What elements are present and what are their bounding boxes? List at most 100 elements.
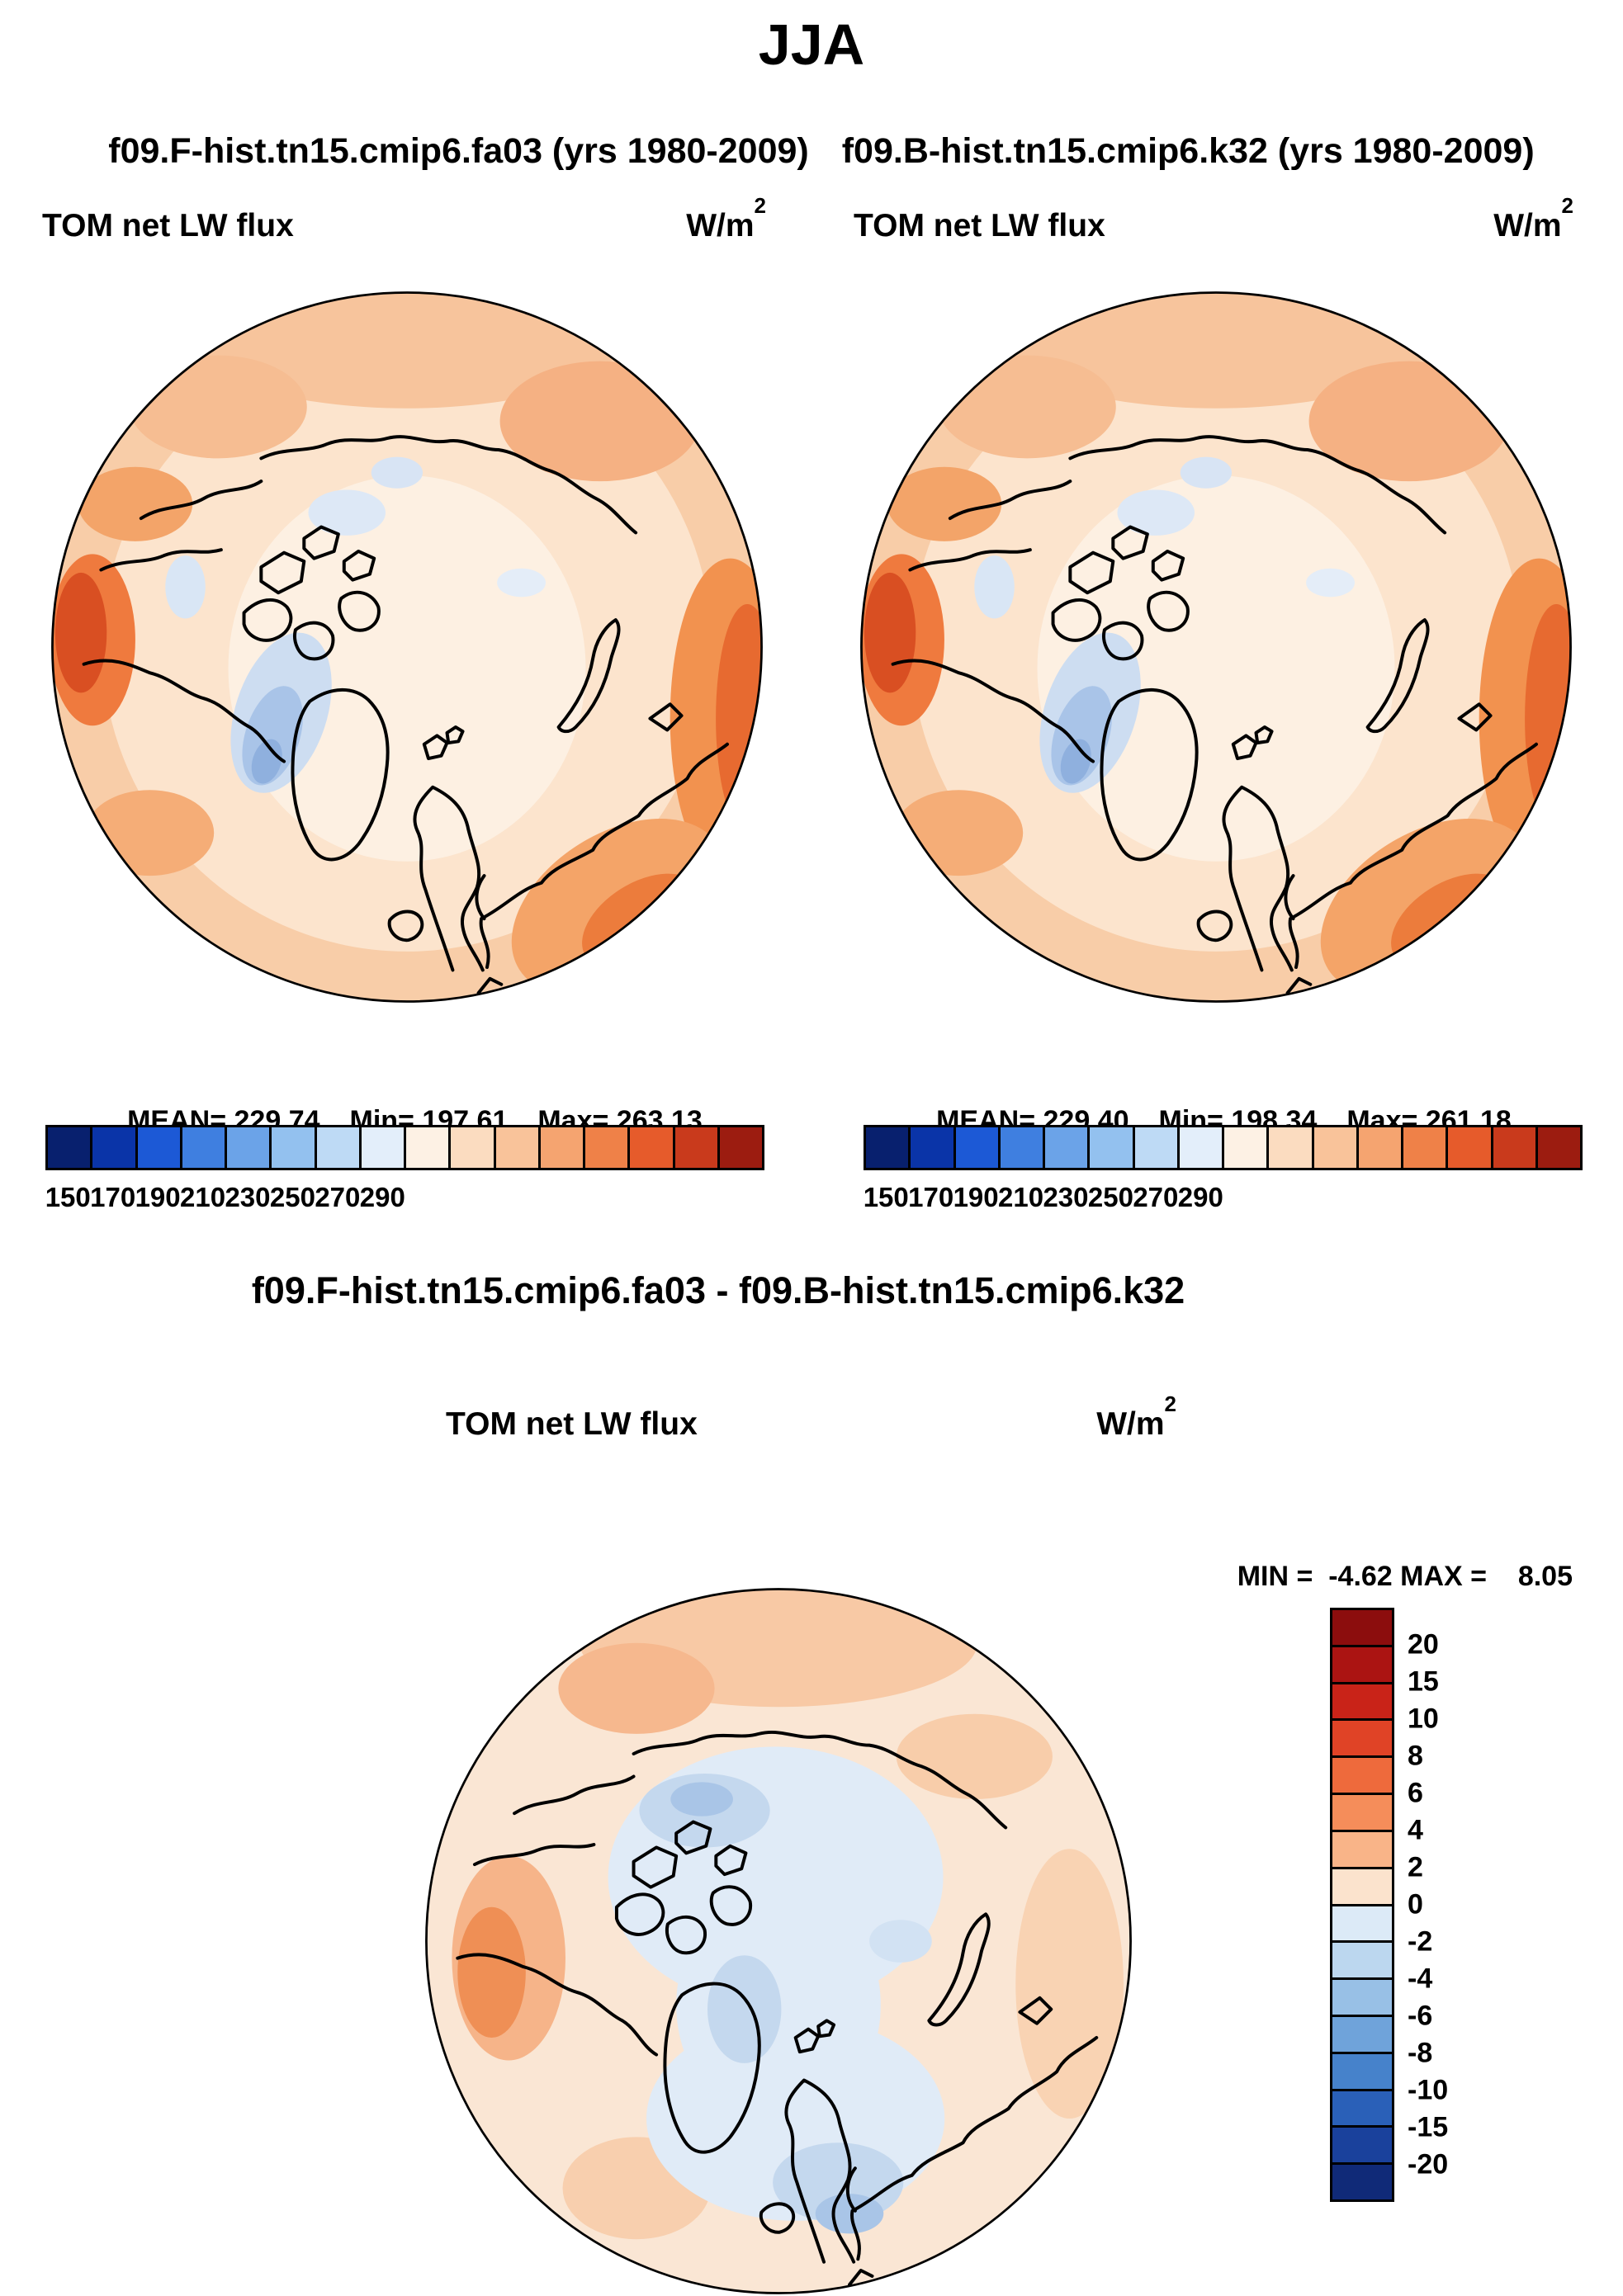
panel-diff-variable-label: TOM net LW flux: [446, 1406, 698, 1442]
colorbar-tick-label: 170: [90, 1182, 136, 1212]
diff-colorbar-cell: [1332, 1610, 1392, 1645]
colorbar-cell: [1266, 1127, 1312, 1168]
colorbar-cell: [135, 1127, 180, 1168]
colorbar-tick-label: 170: [908, 1182, 954, 1212]
diff-colorbar-tick-label: -10: [1408, 2074, 1449, 2106]
map-right-polar-plot: [860, 291, 1572, 1003]
diff-colorbar-tick-label: -4: [1408, 1963, 1433, 1995]
colorbar-cell: [1043, 1127, 1088, 1168]
case-name-left: f09.F-hist.tn15.cmip6.fa03 (yrs 1980-200…: [108, 131, 809, 171]
diff-colorbar-tick-label: 20: [1408, 1628, 1439, 1661]
colorbar-cell: [1490, 1127, 1535, 1168]
colorbar-tick-label: 210: [998, 1182, 1044, 1212]
colorbar-cell: [953, 1127, 998, 1168]
colorbar-cell: [48, 1127, 91, 1168]
diff-colorbar-tick-label: -8: [1408, 2037, 1433, 2069]
diff-colorbar-cell: [1332, 2125, 1392, 2163]
colorbar-tick-label: 230: [1043, 1182, 1089, 1212]
diff-colorbar-tick-label: 10: [1408, 1703, 1439, 1735]
diff-max: MAX = 8.05: [1400, 1561, 1573, 1592]
diff-colorbar-tick-label: 8: [1408, 1740, 1423, 1772]
colorbar-cell: [997, 1127, 1043, 1168]
panel-left-units-exponent: 2: [754, 193, 766, 218]
colorbar-cell: [627, 1127, 673, 1168]
colorbar-cell: [225, 1127, 270, 1168]
diff-colorbar-cell: [1332, 1681, 1392, 1719]
page-title: JJA: [758, 12, 865, 77]
colorbar-cell: [1132, 1127, 1177, 1168]
diff-colorbar-tick-label: -15: [1408, 2111, 1449, 2143]
colorbar-right: [864, 1125, 1583, 1170]
colorbar-cell: [314, 1127, 359, 1168]
colorbar-right-ticks: 150 170 190 210 230 250 270 290: [864, 1182, 1583, 1218]
diff-min: MIN = -4.62: [1237, 1561, 1393, 1592]
difference-title: f09.F-hist.tn15.cmip6.fa03 - f09.B-hist.…: [251, 1269, 1185, 1311]
colorbar-difference: [1330, 1608, 1394, 2202]
colorbar-cell: [448, 1127, 494, 1168]
colorbar-cell: [1176, 1127, 1222, 1168]
colorbar-cell: [358, 1127, 404, 1168]
colorbar-cell: [1087, 1127, 1133, 1168]
panel-diff-units-exponent: 2: [1164, 1391, 1176, 1416]
colorbar-tick-label: 270: [315, 1182, 361, 1212]
colorbar-cell: [1446, 1127, 1491, 1168]
diff-colorbar-tick-label: 0: [1408, 1888, 1423, 1920]
diff-colorbar-cell: [1332, 1793, 1392, 1830]
colorbar-left-ticks: 150 170 190 210 230 250 270 290: [45, 1182, 764, 1218]
diff-colorbar-cell: [1332, 1718, 1392, 1756]
diff-colorbar-tick-label: -20: [1408, 2148, 1449, 2180]
colorbar-tick-label: 270: [1133, 1182, 1179, 1212]
colorbar-tick-label: 190: [135, 1182, 181, 1212]
panel-right-units: W/m2: [1493, 193, 1573, 243]
panel-right-header: TOM net LW flux W/m2: [854, 193, 1573, 244]
colorbar-cell: [908, 1127, 953, 1168]
colorbar-tick-label: 150: [45, 1182, 91, 1212]
panel-diff-units: W/m2: [1096, 1391, 1176, 1442]
colorbar-cell: [1356, 1127, 1401, 1168]
colorbar-cell: [1311, 1127, 1356, 1168]
case-name-right: f09.B-hist.tn15.cmip6.k32 (yrs 1980-2009…: [841, 131, 1535, 171]
colorbar-left: [45, 1125, 764, 1170]
colorbar-cell: [90, 1127, 135, 1168]
diff-colorbar-cell: [1332, 2051, 1392, 2089]
panel-right-units-exponent: 2: [1561, 193, 1573, 218]
colorbar-tick-label: 150: [863, 1182, 909, 1212]
diff-colorbar-cell: [1332, 1903, 1392, 1941]
colorbar-cell: [1401, 1127, 1446, 1168]
colorbar-tick-label: 290: [1177, 1182, 1223, 1212]
colorbar-tick-label: 230: [225, 1182, 271, 1212]
colorbar-cell: [493, 1127, 538, 1168]
diff-colorbar-tick-label: -2: [1408, 1925, 1433, 1958]
panel-left-header: TOM net LW flux W/m2: [42, 193, 766, 244]
colorbar-cell: [1535, 1127, 1580, 1168]
map-left-polar-plot: [51, 291, 763, 1003]
colorbar-difference-labels: 20 15 10 8 6 4 2 0 -2 -4 -6 -8 -10 -15 -20: [1408, 1608, 1515, 2202]
colorbar-cell: [583, 1127, 628, 1168]
diff-colorbar-tick-label: -6: [1408, 2000, 1433, 2032]
panel-diff-header: TOM net LW flux W/m2: [446, 1391, 1176, 1443]
diff-colorbar-cell: [1332, 1977, 1392, 2015]
colorbar-tick-label: 210: [180, 1182, 226, 1212]
diff-colorbar-tick-label: 4: [1408, 1814, 1423, 1846]
diff-colorbar-cell: [1332, 1644, 1392, 1682]
colorbar-tick-label: 190: [953, 1182, 999, 1212]
diff-colorbar-cell: [1332, 1829, 1392, 1867]
colorbar-tick-label: 250: [1087, 1182, 1133, 1212]
colorbar-cell: [269, 1127, 315, 1168]
diff-colorbar-tick-label: 15: [1408, 1665, 1439, 1698]
colorbar-cell: [717, 1127, 762, 1168]
diff-colorbar-cell: [1332, 2088, 1392, 2126]
diff-minmax: MIN = -4.62 MAX = 8.05: [1205, 1528, 1573, 1593]
colorbar-tick-label: 290: [359, 1182, 405, 1212]
diff-colorbar-cell: [1332, 1866, 1392, 1904]
diff-colorbar-tick-label: 6: [1408, 1777, 1423, 1809]
colorbar-cell: [404, 1127, 449, 1168]
panel-right-variable-label: TOM net LW flux: [854, 208, 1105, 243]
map-difference-polar-plot: [425, 1588, 1132, 2294]
colorbar-tick-label: 250: [269, 1182, 315, 1212]
panel-left-units: W/m2: [686, 193, 766, 243]
diff-colorbar-tick-label: 2: [1408, 1851, 1423, 1883]
diff-colorbar-cell: [1332, 2162, 1392, 2199]
colorbar-cell: [537, 1127, 583, 1168]
colorbar-cell: [1222, 1127, 1267, 1168]
